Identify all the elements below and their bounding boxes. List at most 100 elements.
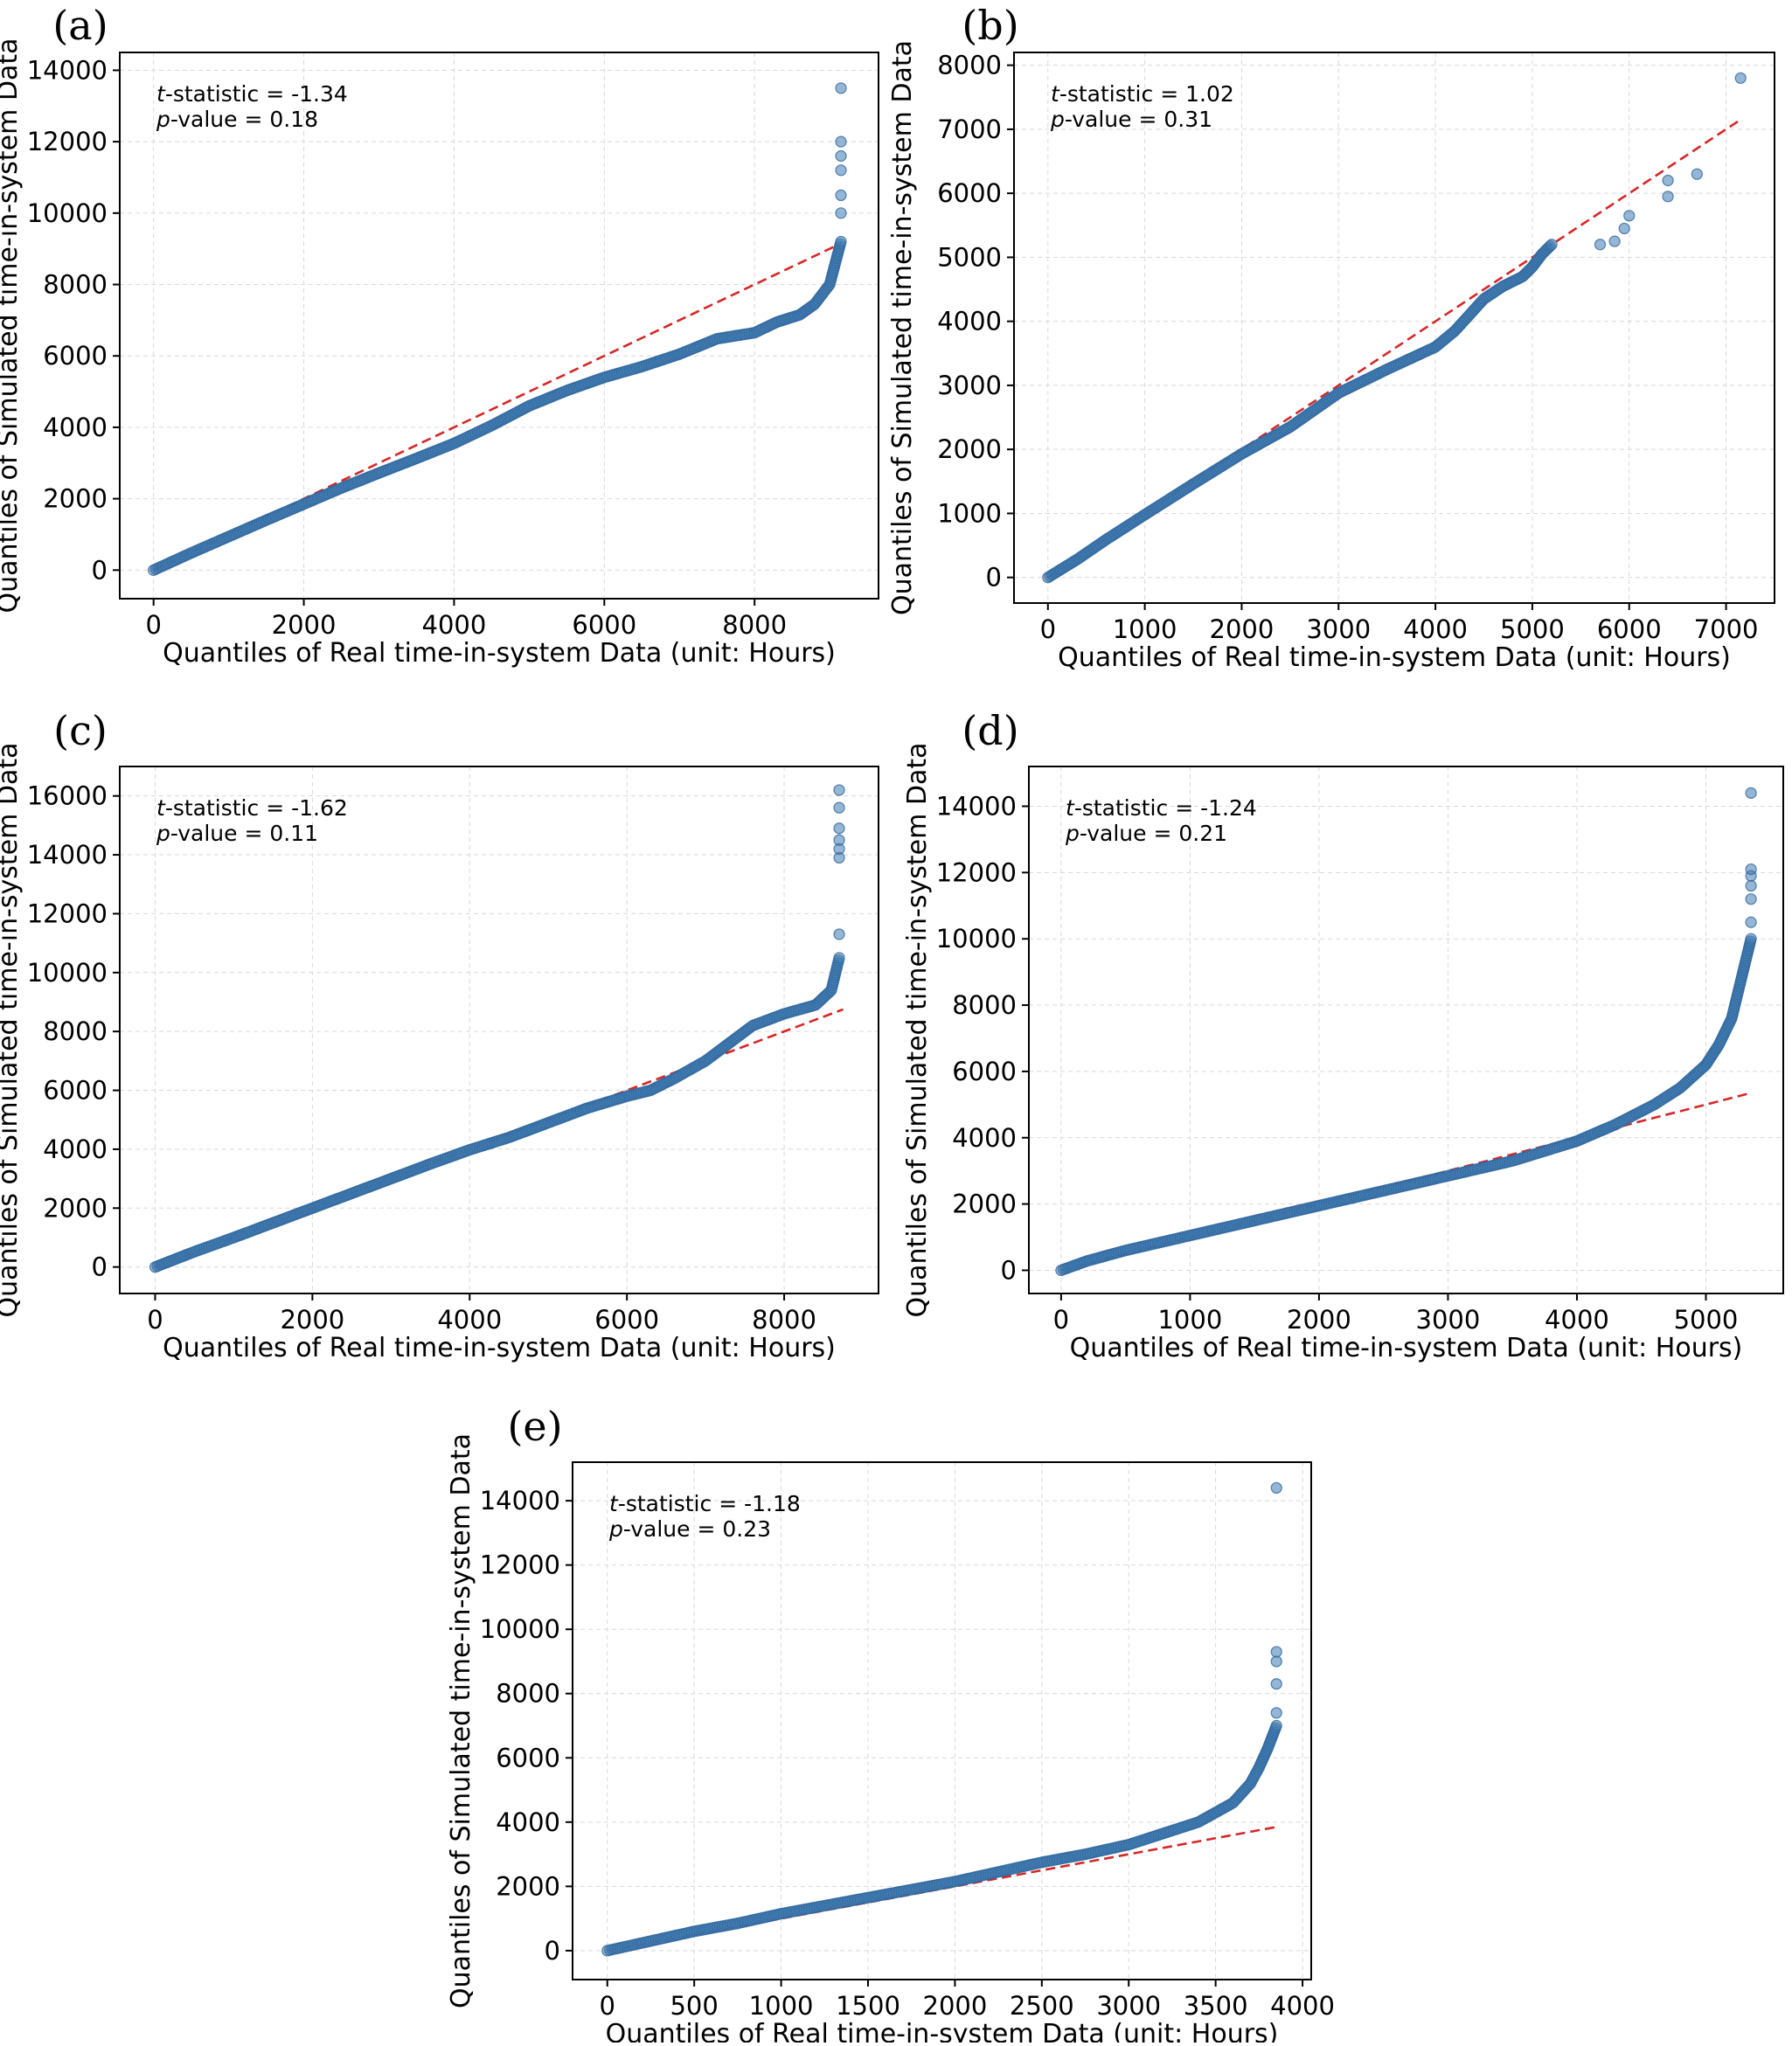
qq-panel-a: (a) 0 2000 4000 6000 8000 0 2000 4000 6000 8000 100… bbox=[0, 2, 879, 669]
qq-tail-point bbox=[1745, 916, 1757, 928]
qq-point bbox=[1270, 1719, 1282, 1732]
t-symbol: t bbox=[156, 81, 166, 107]
p-value-caption: -value = bbox=[1065, 107, 1163, 132]
p-value-caption: -value = bbox=[623, 1516, 722, 1542]
y-tick-label: 2000 bbox=[43, 1193, 108, 1223]
y-axis-label: Quantiles of Simulated time-in-system Da… bbox=[887, 40, 918, 615]
qq-tail-point bbox=[835, 149, 847, 163]
x-tick-label: 3000 bbox=[1416, 1305, 1481, 1335]
qq-tail-point bbox=[833, 784, 845, 796]
p-value-label: p-value = 0.23 bbox=[608, 1516, 771, 1542]
panel-label: (b) bbox=[962, 2, 1018, 49]
x-tick-label: 1000 bbox=[749, 1991, 814, 2021]
t-statistic-caption: -statistic = bbox=[618, 1491, 744, 1516]
qq-tail-point bbox=[835, 135, 847, 148]
qq-tail-point bbox=[835, 207, 847, 219]
qq-point bbox=[833, 952, 845, 964]
qq-tail-point bbox=[1608, 235, 1621, 247]
y-axis-label: Quantiles of Simulated time-in-system Da… bbox=[0, 742, 24, 1317]
x-axis-label: Quantiles of Real time-in-system Data (u… bbox=[606, 2019, 1279, 2043]
qq-tail-point bbox=[1270, 1481, 1282, 1495]
p-value-label: p-value = 0.18 bbox=[156, 107, 318, 132]
t-symbol: t bbox=[1051, 81, 1060, 107]
x-tick-label: 2000 bbox=[923, 1991, 988, 2021]
t-statistic-caption: -statistic = bbox=[165, 81, 291, 107]
panel-label: (c) bbox=[53, 707, 108, 754]
y-tick-label: 12000 bbox=[480, 1550, 560, 1580]
t-statistic-caption: -statistic = bbox=[165, 795, 291, 821]
qq-tail-point bbox=[1662, 174, 1674, 187]
y-tick-label: 10000 bbox=[27, 958, 108, 988]
qq-tail-point bbox=[835, 82, 847, 94]
x-tick-label: 2000 bbox=[1210, 614, 1275, 644]
p-value-value: 0.18 bbox=[269, 107, 318, 132]
p-value-label: p-value = 0.11 bbox=[156, 821, 318, 846]
qq-tail-point bbox=[1734, 72, 1747, 84]
qq-tail-point bbox=[1270, 1655, 1282, 1668]
p-value-caption: -value = bbox=[1080, 821, 1178, 846]
qq-panel-b: (b) 0 1000 2000 3000 4000 5000 6000 7000 0 1000 200… bbox=[887, 2, 1775, 673]
x-tick-label: 4000 bbox=[1270, 1991, 1335, 2021]
t-statistic-label: t-statistic = -1.24 bbox=[1066, 795, 1257, 821]
y-axis-label: Quantiles of Simulated time-in-system Da… bbox=[902, 742, 933, 1317]
y-tick-label: 3000 bbox=[937, 371, 1002, 400]
qq-tail-point bbox=[1270, 1646, 1282, 1658]
y-tick-label: 16000 bbox=[27, 781, 108, 811]
p-value-caption: -value = bbox=[170, 821, 269, 846]
t-statistic-label: t-statistic = -1.18 bbox=[609, 1491, 801, 1516]
qq-tail-point bbox=[1691, 168, 1703, 180]
y-tick-label: 14000 bbox=[27, 840, 108, 870]
y-axis-label: Quantiles of Simulated time-in-system Da… bbox=[446, 1433, 476, 2008]
x-tick-label: 6000 bbox=[1597, 614, 1662, 644]
plot-frame bbox=[119, 52, 879, 600]
y-tick-label: 0 bbox=[92, 555, 108, 585]
y-tick-label: 4000 bbox=[496, 1807, 560, 1837]
x-tick-label: 6000 bbox=[572, 610, 636, 640]
x-axis-label: Quantiles of Real time-in-system Data (u… bbox=[163, 1333, 836, 1363]
qq-tail-point bbox=[833, 822, 845, 835]
y-tick-label: 2000 bbox=[952, 1189, 1017, 1219]
t-statistic-value: -1.18 bbox=[744, 1491, 801, 1516]
qq-tail-point bbox=[1270, 1678, 1282, 1690]
x-tick-label: 0 bbox=[147, 1305, 163, 1335]
y-tick-label: 2000 bbox=[43, 484, 108, 514]
x-tick-label: 3500 bbox=[1184, 1991, 1248, 2021]
y-tick-label: 0 bbox=[92, 1252, 108, 1282]
y-tick-label: 8000 bbox=[952, 990, 1017, 1020]
t-statistic-value: -1.62 bbox=[291, 795, 348, 821]
x-tick-label: 0 bbox=[600, 1991, 615, 2021]
p-symbol: p bbox=[156, 821, 170, 846]
qq-tail-point bbox=[1623, 210, 1636, 222]
t-symbol: t bbox=[156, 795, 166, 821]
y-tick-label: 8000 bbox=[496, 1679, 560, 1709]
qq-point bbox=[835, 235, 847, 248]
plot-frame bbox=[572, 1461, 1312, 1980]
p-symbol: p bbox=[1065, 821, 1080, 846]
x-tick-label: 500 bbox=[670, 1991, 718, 2021]
y-tick-label: 10000 bbox=[27, 198, 108, 228]
t-symbol: t bbox=[609, 1491, 619, 1516]
x-tick-label: 0 bbox=[145, 610, 161, 640]
y-tick-label: 4000 bbox=[937, 307, 1002, 336]
x-tick-label: 2000 bbox=[272, 610, 337, 640]
y-tick-label: 5000 bbox=[937, 242, 1002, 272]
p-value-label: p-value = 0.31 bbox=[1050, 107, 1212, 132]
plot-frame bbox=[1028, 766, 1784, 1294]
qq-tail-point bbox=[835, 164, 847, 177]
y-tick-label: 10000 bbox=[936, 924, 1017, 954]
y-tick-label: 1000 bbox=[937, 498, 1002, 528]
p-value-value: 0.21 bbox=[1178, 821, 1227, 846]
p-value-label: p-value = 0.21 bbox=[1065, 821, 1227, 846]
qq-tail-point bbox=[833, 834, 845, 846]
qq-tail-point bbox=[1662, 191, 1674, 203]
qq-tail-point bbox=[1745, 879, 1757, 892]
t-symbol: t bbox=[1066, 795, 1075, 821]
y-tick-label: 6000 bbox=[952, 1057, 1017, 1086]
y-tick-label: 8000 bbox=[43, 270, 108, 300]
plot-frame bbox=[119, 766, 879, 1294]
x-tick-label: 1000 bbox=[1157, 1305, 1222, 1335]
p-value-value: 0.23 bbox=[722, 1516, 771, 1542]
p-symbol: p bbox=[1050, 107, 1065, 132]
x-tick-label: 1500 bbox=[836, 1991, 900, 2021]
y-tick-label: 14000 bbox=[936, 792, 1017, 822]
